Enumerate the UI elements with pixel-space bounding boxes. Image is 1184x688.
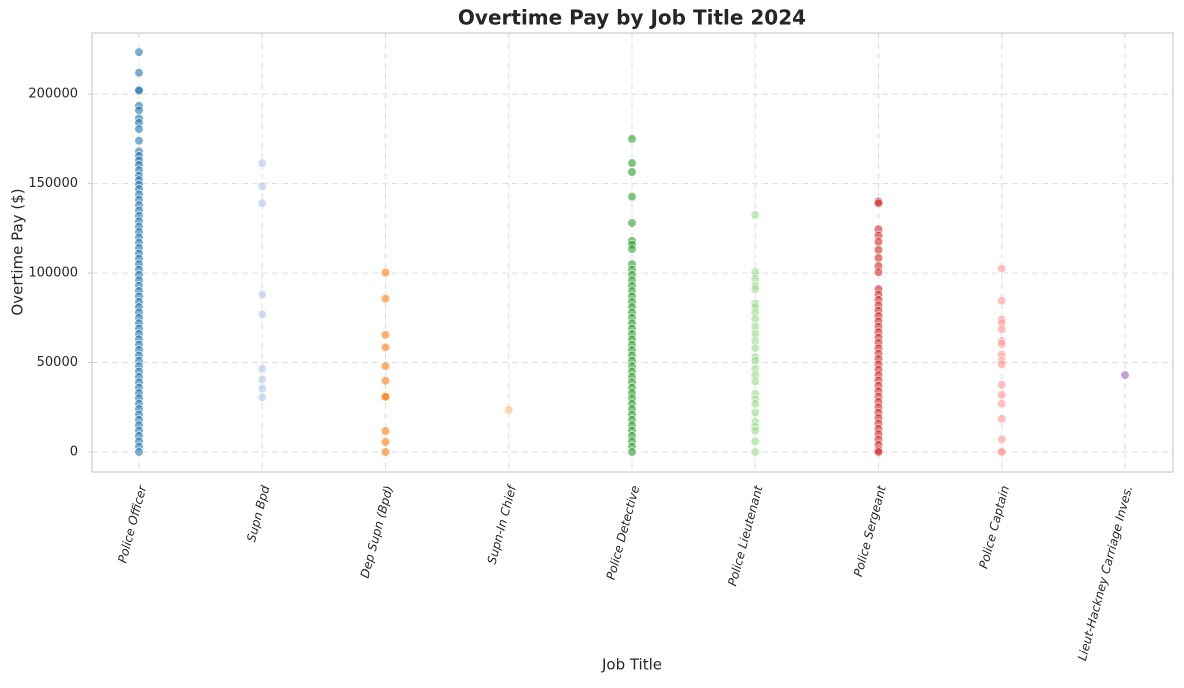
y-tick-label: 100000	[28, 266, 78, 281]
point	[997, 414, 1007, 424]
point	[750, 376, 760, 386]
chart-title: Overtime Pay by Job Title 2024	[458, 6, 806, 30]
point	[134, 124, 144, 134]
y-tick-label: 50000	[37, 355, 78, 370]
point	[134, 86, 144, 96]
point	[627, 134, 637, 144]
marks	[134, 47, 1130, 457]
point	[997, 339, 1007, 349]
point	[627, 158, 637, 168]
point	[997, 359, 1007, 369]
point	[134, 105, 144, 115]
point	[873, 198, 884, 208]
y-tick-label: 200000	[28, 87, 78, 102]
point	[997, 324, 1007, 335]
point	[257, 181, 267, 191]
x-tick-label: Police Lieutenant	[725, 483, 766, 588]
point	[997, 380, 1007, 390]
point	[257, 383, 267, 394]
point	[257, 392, 267, 403]
x-tick-label: Dep Supn (Bpd)	[358, 484, 396, 580]
x-axis-label: Job Title	[601, 656, 662, 674]
point	[997, 399, 1007, 409]
point	[997, 264, 1007, 274]
point	[1120, 370, 1130, 380]
point	[750, 447, 760, 457]
point	[380, 392, 391, 402]
labels: 0 50000 100000 150000 200000 Police Officer Su…	[28, 87, 1135, 663]
point	[627, 447, 637, 457]
y-axis-label: Overtime Pay ($)	[9, 188, 27, 315]
point	[380, 426, 391, 436]
point	[750, 343, 760, 353]
point	[380, 361, 391, 371]
point	[750, 425, 760, 436]
x-tick-label: Police Officer	[115, 483, 149, 564]
plot-frame	[91, 32, 1174, 473]
x-tick-label: Supn Bpd	[244, 484, 273, 544]
point	[627, 192, 637, 202]
point	[873, 253, 884, 263]
point	[873, 237, 884, 247]
point	[380, 294, 391, 304]
point	[750, 284, 760, 294]
point	[380, 267, 391, 278]
point	[750, 436, 760, 446]
x-tick-label: Police Captain	[976, 484, 1012, 570]
point	[750, 399, 760, 409]
point	[380, 376, 391, 386]
point	[257, 198, 267, 208]
x-tick-label: Supn-In Chief	[485, 482, 520, 565]
x-tick-label: Police Sergeant	[851, 483, 889, 578]
point	[134, 68, 144, 78]
point	[627, 244, 637, 254]
point	[257, 309, 267, 319]
point	[257, 364, 267, 374]
point	[750, 314, 760, 324]
point	[997, 434, 1007, 445]
point	[750, 408, 760, 418]
point	[257, 158, 267, 168]
y-tick-label: 150000	[28, 176, 78, 191]
point	[134, 47, 144, 57]
point	[134, 447, 144, 457]
point	[380, 330, 391, 340]
point	[627, 218, 637, 228]
point	[380, 437, 391, 447]
point	[257, 374, 267, 385]
point	[750, 356, 760, 366]
y-tick-label: 0	[70, 444, 78, 459]
x-tick-label: Police Detective	[604, 484, 643, 581]
point	[504, 405, 514, 415]
point	[997, 390, 1007, 400]
point	[380, 342, 391, 352]
point	[997, 296, 1007, 306]
point	[997, 447, 1007, 457]
point	[750, 210, 760, 220]
point	[873, 245, 884, 255]
x-tick-label: Lieut-Hackney Carriage Inves.	[1075, 484, 1135, 662]
point	[627, 167, 637, 177]
point	[380, 447, 391, 457]
point	[257, 289, 267, 300]
point	[873, 447, 884, 457]
point	[873, 267, 884, 277]
point	[134, 136, 144, 146]
